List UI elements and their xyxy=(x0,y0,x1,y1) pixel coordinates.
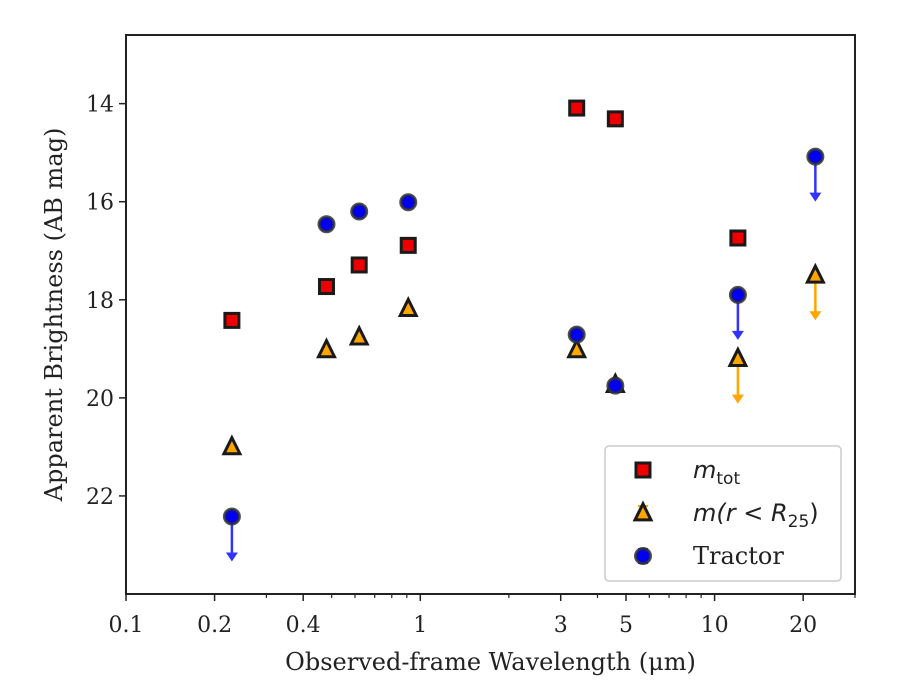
data-point-mtot xyxy=(399,236,417,254)
x-tick-label: 5 xyxy=(619,613,633,638)
legend-label-mr25: m(r < R25) xyxy=(693,499,819,532)
data-point-tractor xyxy=(317,215,336,234)
data-point-mr25 xyxy=(221,434,243,456)
data-point-mr25 xyxy=(316,337,337,359)
data-point-mtot xyxy=(729,229,747,247)
x-tick-label: 10 xyxy=(701,613,729,638)
upper-limit-arrowhead xyxy=(809,311,822,321)
data-point-tractor xyxy=(567,325,586,344)
legend-label-tractor: Tractor xyxy=(693,542,784,570)
legend-marker-mr25 xyxy=(632,500,654,522)
data-point-tractor xyxy=(728,285,747,304)
data-point-mr25 xyxy=(727,346,749,368)
data-point-mr25 xyxy=(804,262,826,284)
data-point-mtot xyxy=(223,311,241,329)
chart-marks xyxy=(221,99,826,562)
data-point-tractor xyxy=(350,202,369,221)
legend-marker-mtot xyxy=(634,461,652,479)
legend-box xyxy=(604,445,842,582)
data-point-mr25 xyxy=(566,337,588,359)
y-axis-label: Apparent Brightness (AB mag) xyxy=(40,128,68,503)
data-point-mtot xyxy=(568,99,586,117)
data-point-mtot xyxy=(350,256,368,274)
y-tick-label: 14 xyxy=(86,93,114,118)
y-tick-label: 20 xyxy=(86,387,114,412)
x-tick-label: 1 xyxy=(413,613,427,638)
legend-marker-tractor xyxy=(634,547,652,565)
data-point-mr25 xyxy=(397,296,419,318)
plot-frame xyxy=(125,34,856,595)
data-point-mtot xyxy=(606,110,624,128)
y-tick-label: 22 xyxy=(86,485,114,510)
x-tick-label: 0.4 xyxy=(286,613,321,638)
data-point-mtot xyxy=(317,278,335,296)
data-point-tractor xyxy=(222,507,241,526)
x-axis-label: Observed-frame Wavelength (μm) xyxy=(285,648,696,676)
x-tick-label: 3 xyxy=(554,613,568,638)
series-tractor xyxy=(222,147,825,562)
data-point-mr25 xyxy=(348,324,370,346)
y-tick-label: 16 xyxy=(86,191,114,216)
upper-limit-arrowhead xyxy=(809,192,822,202)
upper-limit-arrowhead xyxy=(731,394,744,404)
data-point-tractor xyxy=(399,193,418,212)
legend-label-mtot: mtot xyxy=(693,456,740,489)
data-point-tractor xyxy=(606,376,625,395)
series-mtot xyxy=(223,99,747,329)
axis-ticks: 0.1 0.2 0.4 1 3 5 10 20 14 16 18 20 22 xyxy=(86,93,856,638)
legend: mtot m(r < R25) Tractor xyxy=(604,445,842,582)
x-tick-label: 20 xyxy=(789,613,817,638)
x-tick-label: 0.2 xyxy=(197,613,232,638)
data-point-tractor xyxy=(806,147,825,166)
y-tick-label: 18 xyxy=(86,289,114,314)
x-tick-label: 0.1 xyxy=(109,613,144,638)
upper-limit-arrowhead xyxy=(731,330,744,340)
series-mr25 xyxy=(221,262,826,456)
upper-limit-arrowhead xyxy=(225,552,238,562)
